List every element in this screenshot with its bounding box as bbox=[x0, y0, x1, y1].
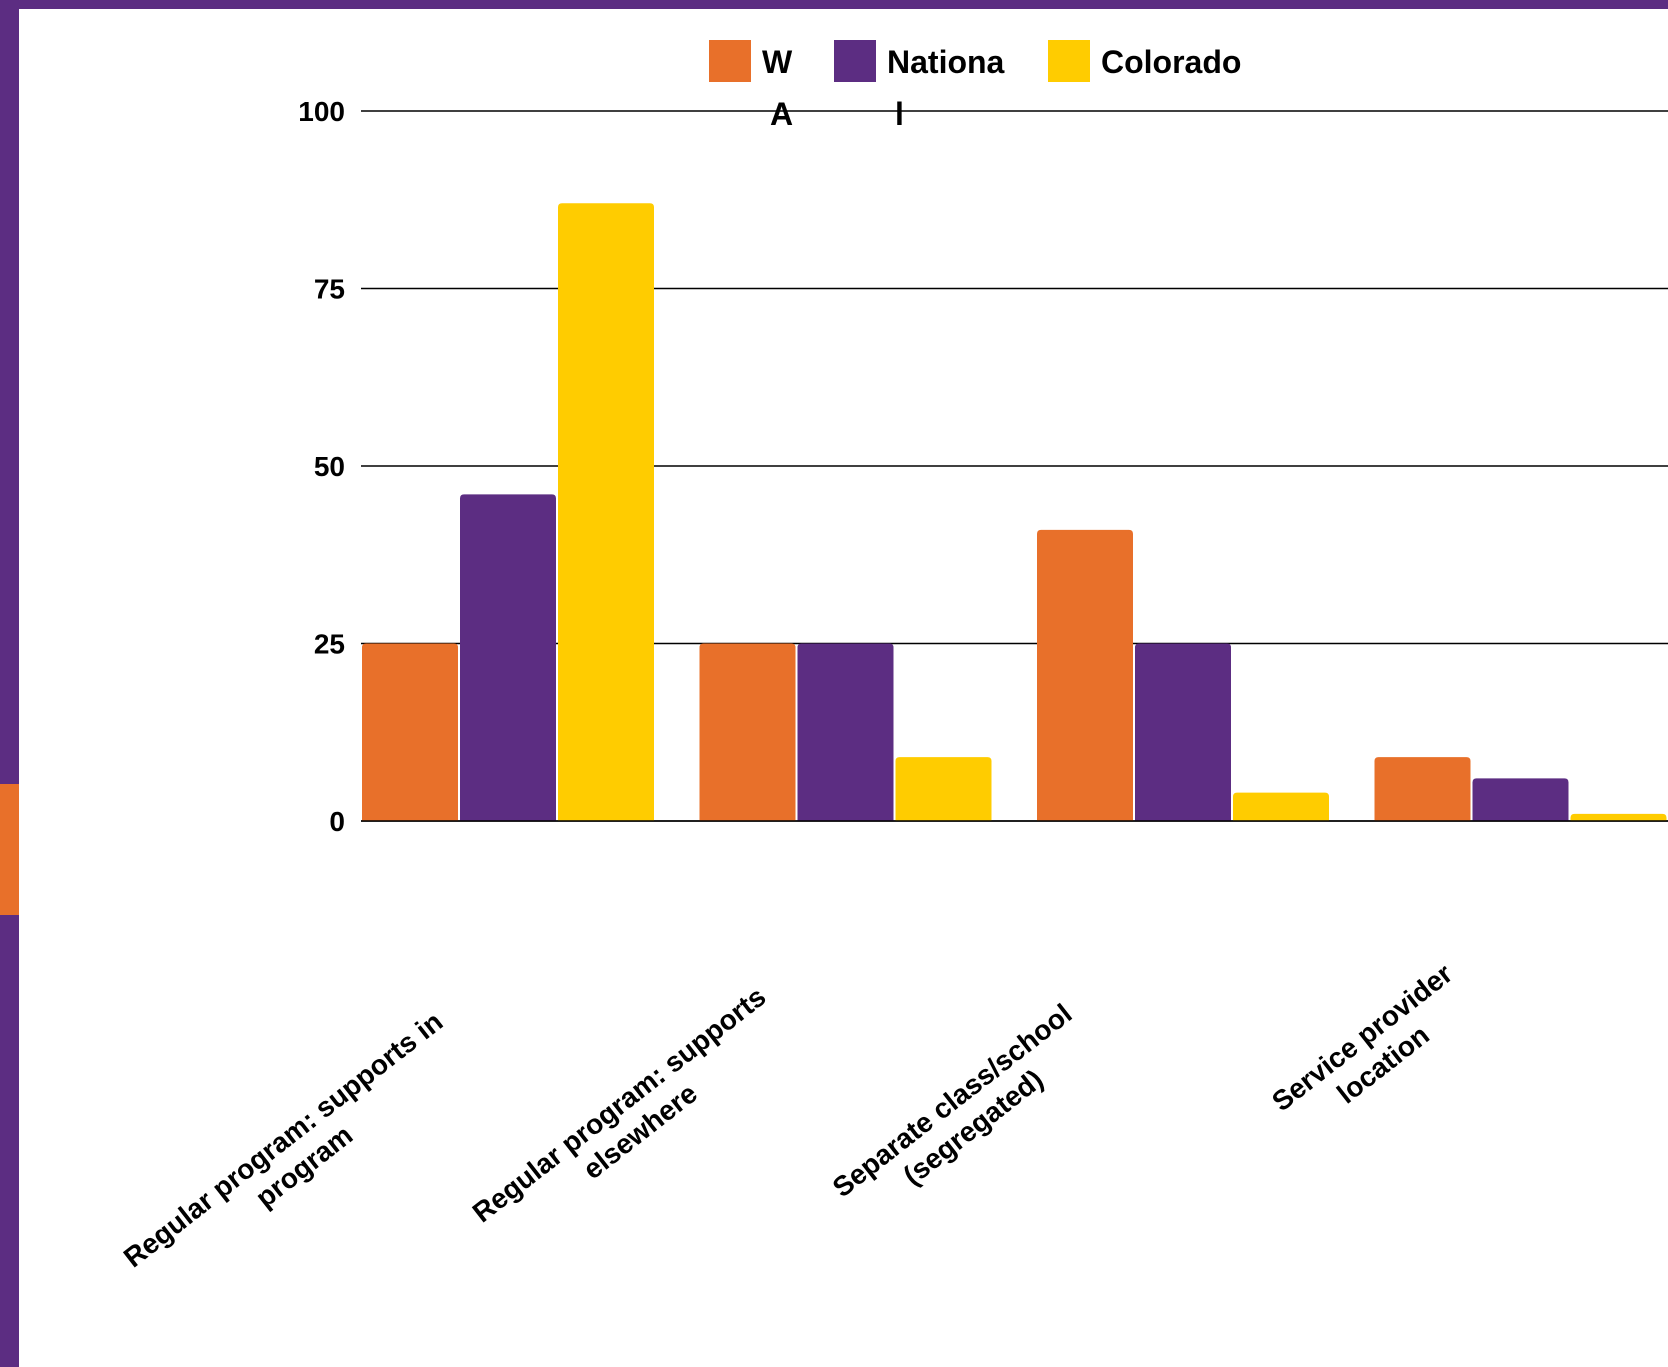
category-label-line: Regular program: supports in bbox=[118, 1006, 448, 1274]
bar bbox=[1472, 778, 1569, 821]
category-label: Regular program: supportselsewhere bbox=[467, 981, 793, 1255]
accent-tab bbox=[0, 784, 19, 915]
category-label: Service providerlocation bbox=[1266, 958, 1479, 1144]
gridlines bbox=[361, 110, 1668, 822]
bar bbox=[1135, 643, 1231, 821]
legend: W A Nationa l Colorado bbox=[709, 40, 1241, 132]
y-axis: 0 25 50 75 100 bbox=[298, 96, 345, 837]
legend-label-line: A bbox=[770, 96, 793, 132]
legend-label-line: W bbox=[762, 44, 793, 80]
legend-label: Colorado bbox=[1101, 44, 1241, 80]
bar bbox=[699, 643, 796, 821]
bar bbox=[1037, 529, 1133, 821]
bar bbox=[1374, 757, 1471, 821]
legend-swatch bbox=[1048, 40, 1090, 82]
y-tick-label: 50 bbox=[314, 451, 345, 482]
legend-label-line: l bbox=[895, 96, 904, 132]
bar bbox=[1570, 813, 1667, 821]
y-tick-label: 25 bbox=[314, 629, 345, 660]
legend-swatch bbox=[834, 40, 876, 82]
legend-label-line: Nationa bbox=[887, 44, 1005, 80]
bar bbox=[1233, 792, 1329, 821]
x-axis: Regular program: supports inprogram Regul… bbox=[118, 958, 1479, 1301]
bar bbox=[558, 203, 654, 822]
legend-label-line: Colorado bbox=[1101, 44, 1241, 80]
legend-label: Nationa l bbox=[887, 44, 1005, 132]
bar bbox=[797, 643, 894, 821]
category-label-line: Regular program: supports bbox=[467, 981, 772, 1229]
bars bbox=[362, 203, 1667, 822]
category-label: Regular program: supports inprogram bbox=[118, 1006, 469, 1301]
legend-swatch bbox=[709, 40, 751, 82]
bar bbox=[460, 494, 556, 821]
y-tick-label: 100 bbox=[298, 96, 345, 127]
y-tick-label: 0 bbox=[329, 806, 345, 837]
y-tick-label: 75 bbox=[314, 274, 345, 305]
category-label: Separate class/school(segregated) bbox=[827, 998, 1099, 1230]
bar bbox=[362, 643, 458, 821]
category-label-line: Separate class/school bbox=[827, 998, 1078, 1204]
bar bbox=[895, 757, 992, 821]
